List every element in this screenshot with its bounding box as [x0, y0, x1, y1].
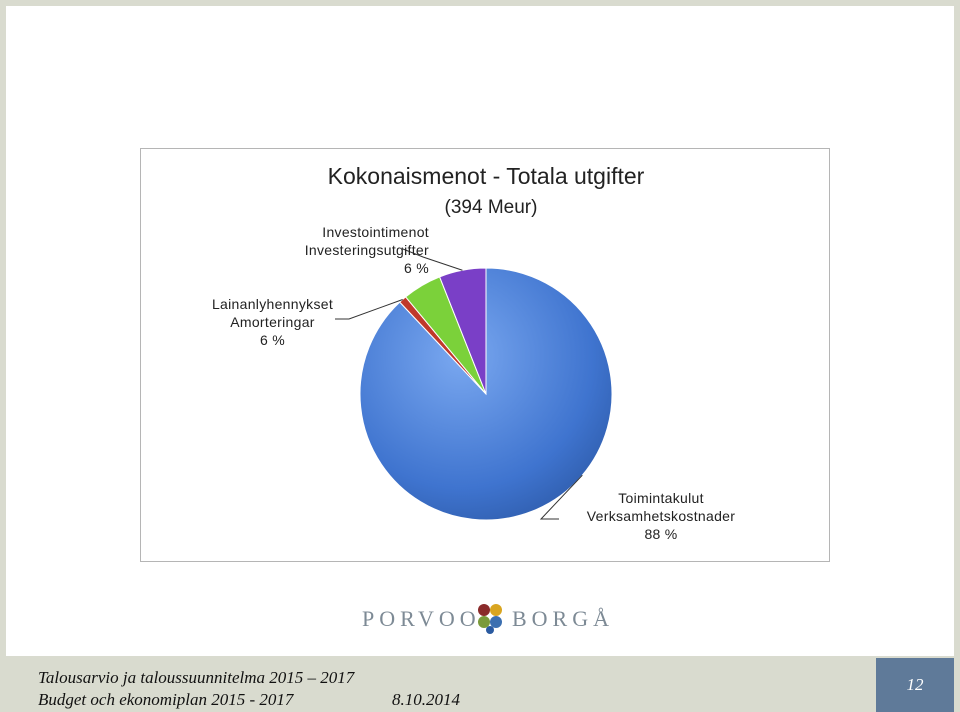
footer-title-sv: Budget och ekonomiplan 2015 - 2017 [38, 690, 294, 709]
logo-text-porvoo: PORVOO [362, 606, 481, 631]
label-investointimenot-line1: Investointimenot [322, 224, 429, 240]
label-lainanlyhennykset-line2: Amorteringar [230, 314, 315, 330]
leader-line-toimintakulut [539, 474, 583, 520]
label-investointimenot-value: 6 % [403, 260, 429, 276]
pie-chart [335, 248, 613, 521]
label-lainanlyhennykset-line1: Lainanlyhennykset [211, 296, 334, 312]
pie-slice-1 [359, 267, 613, 521]
porvoo-borga-logo: PORVOO BORGÅ [362, 600, 612, 636]
label-toimintakulut-line1: Toimintakulut [618, 490, 704, 506]
chart-subtitle: (394 Meur) [444, 197, 538, 218]
label-toimintakulut-line2: Verksamhetskostnader [586, 508, 736, 524]
label-toimintakulut: Toimintakulut Verksamhetskostnader 88 % [561, 489, 761, 543]
label-lainanlyhennykset: Lainanlyhennykset Amorteringar 6 % [185, 295, 360, 349]
label-lainanlyhennykset-value: 6 % [259, 332, 286, 348]
slide: Kokonaismenot - Totala utgifter (394 Meu… [6, 6, 954, 656]
chart-frame: Kokonaismenot - Totala utgifter (394 Meu… [140, 148, 830, 562]
page-number: 12 [876, 658, 954, 712]
label-investointimenot: Investointimenot Investeringsutgifter 6 … [259, 223, 429, 277]
footer: Talousarvio ja taloussuunnitelma 2015 – … [0, 658, 960, 712]
footer-title-fi: Talousarvio ja taloussuunnitelma 2015 – … [38, 668, 355, 687]
logo-text-borga: BORGÅ [512, 606, 615, 631]
label-investointimenot-line2: Investeringsutgifter [304, 242, 429, 258]
chart-title: Kokonaismenot - Totala utgifter [327, 163, 645, 189]
city-emblem-icon [478, 604, 502, 634]
label-toimintakulut-value: 88 % [644, 526, 678, 542]
footer-date: 8.10.2014 [392, 690, 460, 709]
leader-line-investointimenot [402, 248, 463, 271]
leader-line-lainanlyhennykset [335, 299, 403, 320]
